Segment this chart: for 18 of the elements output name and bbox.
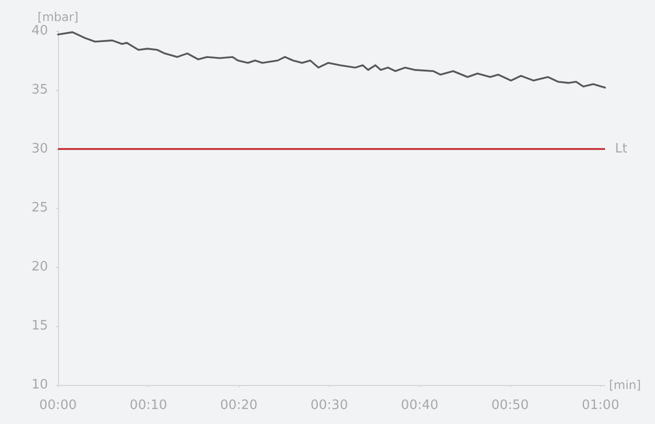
y-tick-label: 30	[31, 142, 48, 156]
x-tick-label: 00:20	[220, 398, 258, 413]
x-tick-label: 00:00	[39, 398, 77, 413]
y-tick-label: 25	[31, 200, 48, 216]
y-tick-label: 35	[31, 82, 48, 98]
y-tick-label: 40	[31, 24, 48, 38]
x-tick-label: 00:40	[400, 398, 438, 413]
x-tick-label: 00:30	[310, 398, 348, 413]
y-axis-title: [mbar]	[38, 10, 78, 24]
x-tick-label: 00:50	[491, 398, 529, 413]
x-tick-label: 01:00	[582, 398, 620, 413]
x-axis-title: [min]	[609, 378, 641, 392]
y-tick-label: 15	[31, 318, 48, 334]
y-tick-label: 10	[31, 378, 48, 392]
x-tick-label: 00:10	[130, 398, 168, 413]
line-series	[57, 31, 606, 89]
y-tick-label: 20	[31, 260, 48, 274]
ref-line-label: Lt	[615, 142, 628, 156]
